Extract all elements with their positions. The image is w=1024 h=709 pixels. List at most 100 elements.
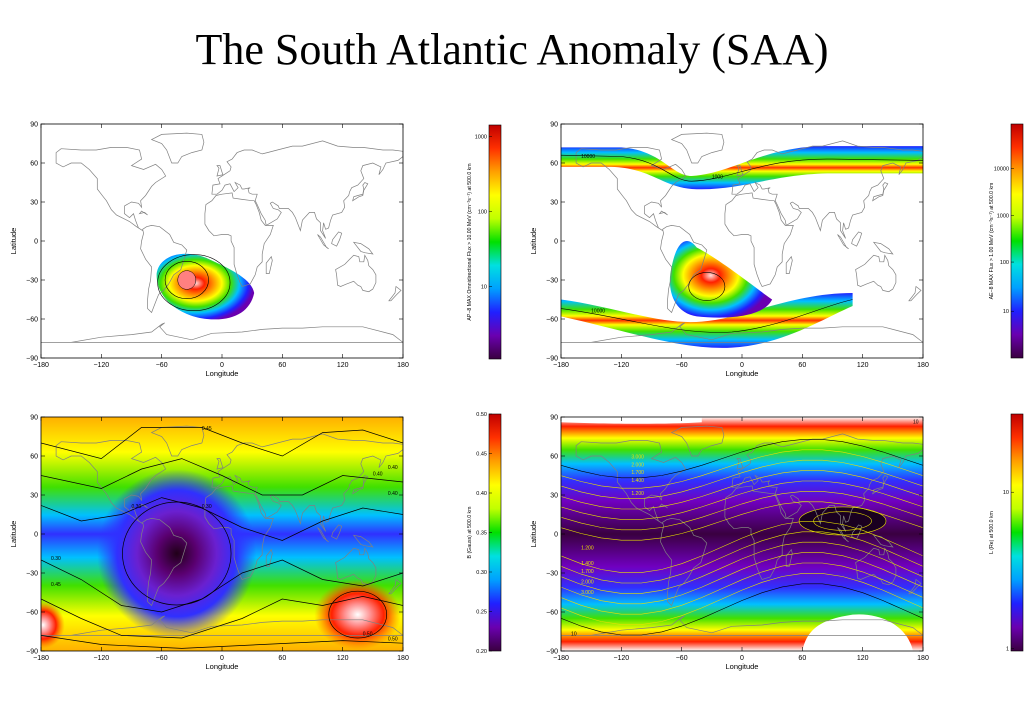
contour-line	[561, 562, 923, 615]
field-high	[314, 579, 402, 650]
x-tick-label: 0	[740, 655, 744, 662]
coastline	[211, 140, 403, 239]
coastline	[41, 615, 403, 636]
axes-tr: −180 −120 −60 0 60 120 180 90 60 30 0 −30 −60 −90 Long…	[529, 122, 929, 379]
y-tick-label: 60	[550, 454, 558, 461]
contour-line	[328, 590, 388, 639]
contour-label: 0.30	[132, 504, 142, 510]
coastline	[317, 527, 329, 543]
contour-line	[164, 260, 209, 300]
contour-line	[561, 521, 923, 573]
axes-tl: −180 −120 −60 0 60 120 180 90 60 30 0 −30 −60 −90 Long…	[9, 122, 409, 379]
coastline	[837, 234, 849, 250]
coastline	[855, 254, 897, 293]
x-tick-label: 180	[397, 655, 409, 662]
y-tick-label: −60	[26, 317, 38, 324]
contour-line	[561, 459, 923, 499]
saa-region	[156, 253, 255, 320]
coastline	[140, 225, 188, 314]
x-tick-label: 60	[278, 655, 286, 662]
colorbar-tick-label: 0.45	[476, 452, 487, 458]
x-tick-label: 120	[857, 655, 869, 662]
coastline	[575, 440, 687, 524]
x-tick-label: −120	[613, 362, 629, 369]
y-tick-label: −90	[26, 356, 38, 363]
y-tick-label: −30	[546, 571, 558, 578]
contour-line	[813, 511, 872, 531]
x-axis-label: Longitude	[726, 369, 759, 378]
x-tick-label: 120	[857, 362, 869, 369]
contour-label: 10000	[581, 154, 595, 160]
coastline	[851, 524, 863, 540]
x-tick-label: −60	[156, 655, 168, 662]
colorbar-tick-label: 100	[478, 210, 487, 216]
contour-line	[561, 573, 923, 625]
y-tick-label: 90	[30, 415, 38, 422]
contour-line	[561, 470, 923, 510]
contour-line	[561, 439, 923, 479]
coastline	[211, 433, 403, 532]
coastline	[575, 147, 687, 231]
colorbar-bl: B (Gauss) at 500.0 km 0.50 0.45 0.40 0.35 0.3…	[467, 412, 502, 655]
coastline	[785, 548, 793, 567]
contour-line	[561, 449, 923, 489]
contours-tr: 10000 1000 10000	[561, 154, 923, 333]
y-tick-label: −60	[546, 610, 558, 617]
coastline	[352, 182, 369, 202]
coastline	[388, 578, 402, 595]
x-tick-label: 0	[220, 362, 224, 369]
coastline	[660, 225, 708, 314]
colorbar-tick-label: 1000	[475, 135, 487, 141]
y-tick-label: −90	[546, 356, 558, 363]
coastline	[670, 425, 725, 457]
colorbar-tick-label: 0.50	[476, 412, 487, 418]
coastline	[331, 231, 343, 247]
contour-label: 3.000	[631, 455, 644, 461]
contour-line	[41, 427, 403, 459]
y-tick-label: 90	[30, 122, 38, 129]
field-br	[561, 417, 923, 651]
saa-region	[669, 241, 773, 318]
coastline	[331, 524, 343, 540]
contour-label: 1.200	[581, 546, 594, 552]
x-axis-label: Longitude	[726, 662, 759, 671]
contour-label: 1.400	[581, 561, 594, 567]
coastline	[138, 210, 148, 216]
coastlines-tl	[41, 132, 403, 343]
field-bl	[41, 417, 403, 651]
coastline	[561, 615, 923, 636]
y-tick-label: 90	[550, 415, 558, 422]
coastline	[317, 234, 329, 250]
coastline	[204, 192, 274, 287]
coastline	[388, 285, 402, 302]
y-tick-label: 30	[30, 200, 38, 207]
contour-label: 0.50	[388, 637, 398, 643]
colorbar-gradient	[1010, 413, 1024, 652]
x-tick-label: 0	[740, 362, 744, 369]
contour-line	[41, 596, 403, 639]
coastline	[872, 241, 894, 255]
field-void	[802, 614, 913, 651]
x-tick-label: 120	[337, 655, 349, 662]
contour-label: 1.200	[631, 491, 644, 497]
coastline	[658, 503, 668, 509]
coastline	[872, 534, 894, 548]
y-tick-label: −60	[26, 610, 38, 617]
coastline	[736, 165, 744, 177]
contour-line	[798, 506, 887, 536]
coastline	[265, 255, 273, 274]
contour-label: 0.40	[388, 491, 398, 497]
coastline	[55, 440, 167, 524]
y-tick-label: −30	[26, 571, 38, 578]
contour-line	[561, 541, 923, 594]
y-axis-label: Latitude	[9, 521, 18, 548]
colorbar-tick-label: 0.30	[476, 570, 487, 576]
x-tick-label: −180	[553, 362, 569, 369]
coastline	[265, 548, 273, 567]
contour-label: 0.45	[51, 582, 61, 588]
coastline	[872, 475, 889, 495]
x-tick-label: 60	[278, 362, 286, 369]
y-axis-label: Latitude	[529, 228, 538, 255]
coastline	[55, 147, 167, 231]
